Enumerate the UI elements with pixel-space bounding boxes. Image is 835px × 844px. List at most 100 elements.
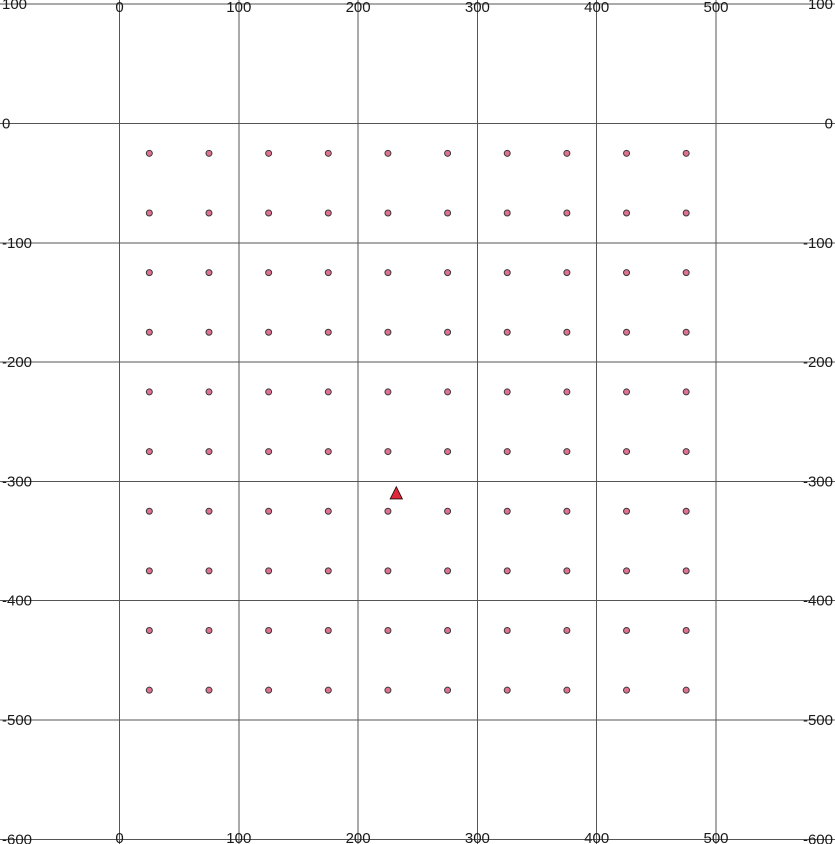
- data-point: [324, 627, 332, 635]
- data-point: [145, 507, 153, 515]
- data-point: [623, 507, 631, 515]
- data-point: [563, 507, 571, 515]
- x-tick-label-top: 200: [346, 0, 371, 16]
- data-point: [444, 269, 452, 277]
- data-point: [265, 209, 273, 217]
- data-point: [503, 448, 511, 456]
- data-point: [444, 627, 452, 635]
- y-tick-label-right: -300: [803, 473, 833, 490]
- x-tick-label-bottom: 0: [115, 830, 123, 844]
- data-point: [205, 448, 213, 456]
- data-point: [444, 686, 452, 694]
- data-point: [623, 149, 631, 157]
- data-point: [205, 209, 213, 217]
- data-point: [444, 567, 452, 575]
- data-point: [623, 627, 631, 635]
- data-point: [265, 507, 273, 515]
- data-point: [503, 328, 511, 336]
- y-tick-label-right: -200: [803, 354, 833, 371]
- data-point: [623, 328, 631, 336]
- data-point: [623, 567, 631, 575]
- data-point: [265, 567, 273, 575]
- data-point: [205, 269, 213, 277]
- data-point: [384, 507, 392, 515]
- data-point: [563, 209, 571, 217]
- data-point: [444, 328, 452, 336]
- data-point: [324, 686, 332, 694]
- data-point: [324, 448, 332, 456]
- y-tick-label-left: -500: [2, 712, 32, 729]
- data-point: [623, 269, 631, 277]
- data-point: [384, 269, 392, 277]
- data-point: [324, 507, 332, 515]
- y-tick-label-right: 0: [825, 116, 833, 133]
- data-point: [384, 448, 392, 456]
- y-tick-label-left: -400: [2, 593, 32, 610]
- data-point: [682, 567, 690, 575]
- data-point: [503, 507, 511, 515]
- y-tick-label-left: -600: [2, 831, 32, 844]
- data-point: [145, 328, 153, 336]
- y-tick-label-left: -200: [2, 354, 32, 371]
- data-point: [503, 567, 511, 575]
- data-point: [145, 627, 153, 635]
- y-tick-label-right: -600: [803, 831, 833, 844]
- x-tick-label-bottom: 100: [226, 830, 251, 844]
- x-tick-label-top: 400: [584, 0, 609, 16]
- data-point: [682, 448, 690, 456]
- data-point: [563, 328, 571, 336]
- data-point: [503, 686, 511, 694]
- data-point: [682, 388, 690, 396]
- data-point: [324, 269, 332, 277]
- y-tick-label-right: -500: [803, 712, 833, 729]
- y-tick-label-right: 100: [808, 0, 833, 13]
- x-tick-label-bottom: 200: [346, 830, 371, 844]
- x-tick-label-bottom: 300: [465, 830, 490, 844]
- data-point: [205, 686, 213, 694]
- x-tick-label-top: 100: [226, 0, 251, 16]
- data-point: [324, 209, 332, 217]
- triangle-marker: [389, 485, 404, 500]
- data-point: [205, 388, 213, 396]
- data-point: [145, 567, 153, 575]
- x-tick-labels: 0 0 100 100 200 200 300 300 400 400 500 500: [115, 0, 728, 844]
- y-tick-label-left: -100: [2, 235, 32, 252]
- y-tick-label-left: 100: [2, 0, 27, 13]
- data-point: [444, 209, 452, 217]
- data-point: [384, 686, 392, 694]
- data-point: [145, 149, 153, 157]
- y-tick-label-left: 0: [2, 116, 10, 133]
- data-point: [265, 448, 273, 456]
- data-point: [682, 209, 690, 217]
- data-point: [324, 567, 332, 575]
- x-tick-label-bottom: 400: [584, 830, 609, 844]
- data-point: [145, 448, 153, 456]
- data-point: [145, 686, 153, 694]
- data-point: [384, 209, 392, 217]
- data-point: [563, 448, 571, 456]
- data-point: [444, 507, 452, 515]
- data-point: [324, 149, 332, 157]
- data-point: [324, 388, 332, 396]
- data-point: [563, 149, 571, 157]
- data-point: [265, 627, 273, 635]
- data-point: [145, 269, 153, 277]
- data-point: [444, 149, 452, 157]
- data-point: [384, 567, 392, 575]
- data-point: [623, 448, 631, 456]
- data-point: [563, 627, 571, 635]
- data-point: [503, 627, 511, 635]
- data-point: [205, 328, 213, 336]
- data-point: [205, 149, 213, 157]
- data-point: [384, 388, 392, 396]
- data-point: [503, 149, 511, 157]
- data-point: [444, 448, 452, 456]
- data-point: [205, 627, 213, 635]
- data-point: [563, 567, 571, 575]
- data-point: [623, 209, 631, 217]
- data-point: [265, 388, 273, 396]
- data-point: [265, 328, 273, 336]
- data-point: [563, 686, 571, 694]
